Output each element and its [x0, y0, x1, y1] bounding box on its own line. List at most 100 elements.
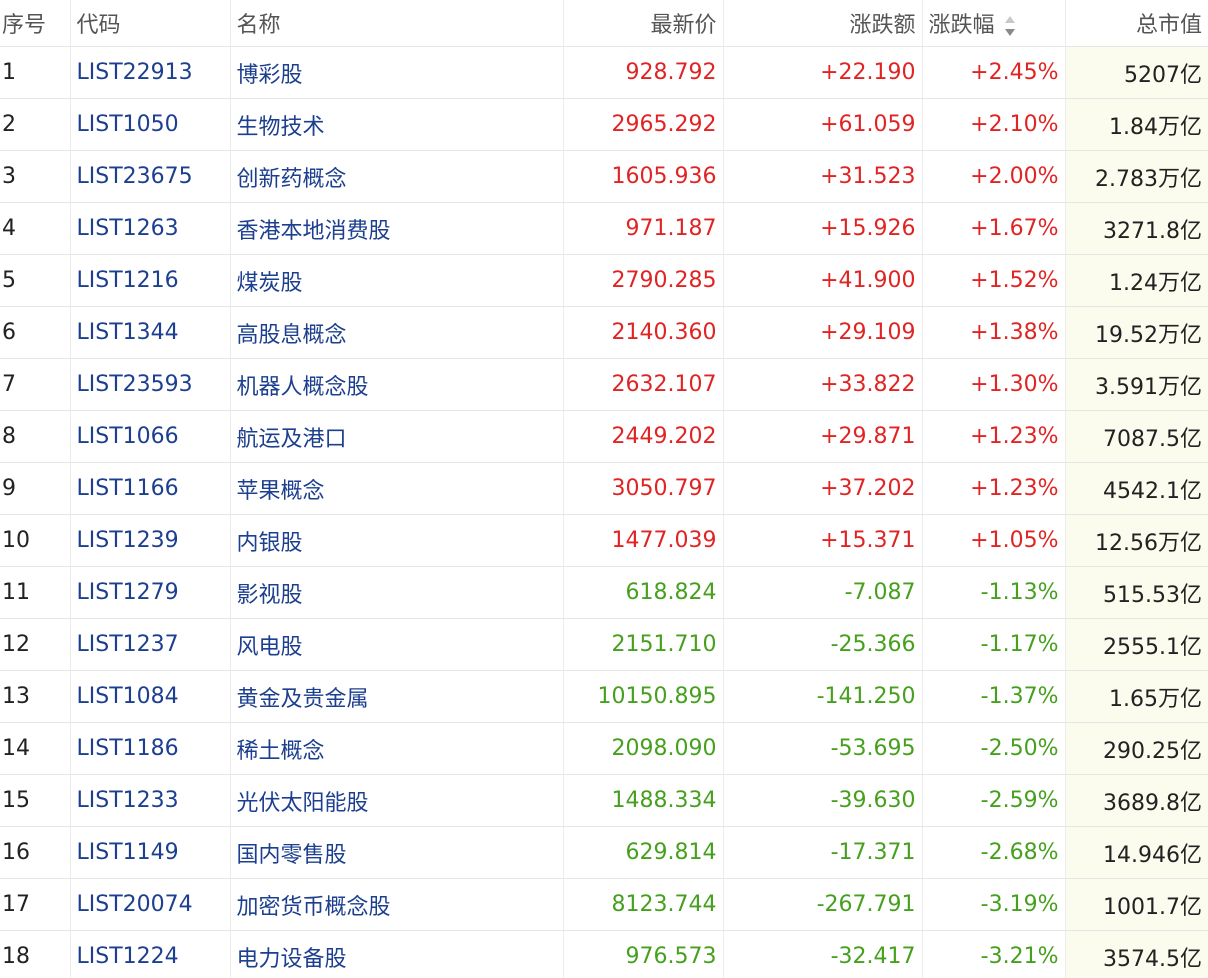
market-cap: 19.52万亿 — [1065, 306, 1208, 359]
table-row[interactable]: 8 LIST1066 航运及港口 2449.202 +29.871 +1.23% 7087.… — [0, 410, 1208, 463]
header-cell[interactable]: 涨跌额 — [723, 0, 923, 47]
name: 香港本地消费股 — [230, 202, 564, 255]
header-cell[interactable]: 总市值 — [1065, 0, 1208, 47]
code: LIST1344 — [70, 306, 231, 359]
table-row[interactable]: 9 LIST1166 苹果概念 3050.797 +37.202 +1.23% 4542.1… — [0, 462, 1208, 515]
code: LIST1263 — [70, 202, 231, 255]
header-text: 涨跌幅 — [928, 13, 995, 38]
row-index: 8 — [0, 410, 71, 463]
code: LIST1233 — [70, 774, 231, 827]
header-cell[interactable]: 涨跌幅 — [922, 0, 1066, 47]
table-row[interactable]: 11 LIST1279 影视股 618.824 -7.087 -1.13% 515.53亿 — [0, 566, 1208, 619]
market-cap: 1.65万亿 — [1065, 670, 1208, 723]
name: 电力设备股 — [230, 930, 564, 978]
code: LIST1216 — [70, 254, 231, 307]
row-index: 16 — [0, 826, 71, 879]
table-row[interactable]: 12 LIST1237 风电股 2151.710 -25.366 -1.17% 2555.1… — [0, 618, 1208, 671]
market-cap: 3574.5亿 — [1065, 930, 1208, 978]
table-row[interactable]: 18 LIST1224 电力设备股 976.573 -32.417 -3.21% 3574.… — [0, 930, 1208, 978]
table-row[interactable]: 13 LIST1084 黄金及贵金属 10150.895 -141.250 -1.37% 1… — [0, 670, 1208, 723]
table-row[interactable]: 15 LIST1233 光伏太阳能股 1488.334 -39.630 -2.59% 368… — [0, 774, 1208, 827]
market-cap: 12.56万亿 — [1065, 514, 1208, 567]
market-cap: 1001.7亿 — [1065, 878, 1208, 931]
code: LIST1239 — [70, 514, 231, 567]
name: 加密货币概念股 — [230, 878, 564, 931]
table-row[interactable]: 3 LIST23675 创新药概念 1605.936 +31.523 +2.00% 2.78… — [0, 150, 1208, 203]
change-percent: +1.52% — [922, 254, 1066, 307]
name: 博彩股 — [230, 46, 564, 99]
change-percent: +1.23% — [922, 410, 1066, 463]
market-cap: 1.24万亿 — [1065, 254, 1208, 307]
name: 光伏太阳能股 — [230, 774, 564, 827]
row-index: 14 — [0, 722, 71, 775]
change: +41.900 — [723, 254, 923, 307]
header-cell[interactable]: 名称 — [230, 0, 564, 47]
table-row[interactable]: 10 LIST1239 内银股 1477.039 +15.371 +1.05% 12.56万… — [0, 514, 1208, 567]
latest-price: 2449.202 — [563, 410, 724, 463]
change: -53.695 — [723, 722, 923, 775]
latest-price: 618.824 — [563, 566, 724, 619]
latest-price: 971.187 — [563, 202, 724, 255]
table-row[interactable]: 5 LIST1216 煤炭股 2790.285 +41.900 +1.52% 1.24万亿 — [0, 254, 1208, 307]
code: LIST22913 — [70, 46, 231, 99]
change: +22.190 — [723, 46, 923, 99]
latest-price: 2790.285 — [563, 254, 724, 307]
latest-price: 1477.039 — [563, 514, 724, 567]
change-percent: +1.30% — [922, 358, 1066, 411]
code: LIST23675 — [70, 150, 231, 203]
change-percent: -1.17% — [922, 618, 1066, 671]
header-cell[interactable]: 序号 — [0, 0, 71, 47]
table-row[interactable]: 14 LIST1186 稀土概念 2098.090 -53.695 -2.50% 290.2… — [0, 722, 1208, 775]
change: +37.202 — [723, 462, 923, 515]
row-index: 6 — [0, 306, 71, 359]
header-cell[interactable]: 最新价 — [563, 0, 724, 47]
code: LIST1149 — [70, 826, 231, 879]
change-percent: +1.38% — [922, 306, 1066, 359]
table-row[interactable]: 16 LIST1149 国内零售股 629.814 -17.371 -2.68% 14.94… — [0, 826, 1208, 879]
name: 黄金及贵金属 — [230, 670, 564, 723]
name: 生物技术 — [230, 98, 564, 151]
latest-price: 1605.936 — [563, 150, 724, 203]
market-cap: 2.783万亿 — [1065, 150, 1208, 203]
change-percent: +2.10% — [922, 98, 1066, 151]
row-index: 3 — [0, 150, 71, 203]
change: +61.059 — [723, 98, 923, 151]
table-body: 1 LIST22913 博彩股 928.792 +22.190 +2.45% 5207亿 2 L… — [0, 46, 1208, 978]
name: 创新药概念 — [230, 150, 564, 203]
market-cap: 14.946亿 — [1065, 826, 1208, 879]
market-cap: 4542.1亿 — [1065, 462, 1208, 515]
table-row[interactable]: 7 LIST23593 机器人概念股 2632.107 +33.822 +1.30% 3.5… — [0, 358, 1208, 411]
name: 机器人概念股 — [230, 358, 564, 411]
latest-price: 2098.090 — [563, 722, 724, 775]
latest-price: 8123.744 — [563, 878, 724, 931]
table-row[interactable]: 6 LIST1344 高股息概念 2140.360 +29.109 +1.38% 19.52… — [0, 306, 1208, 359]
latest-price: 976.573 — [563, 930, 724, 978]
table-row[interactable]: 1 LIST22913 博彩股 928.792 +22.190 +2.45% 5207亿 — [0, 46, 1208, 99]
change-percent: -2.59% — [922, 774, 1066, 827]
name: 煤炭股 — [230, 254, 564, 307]
change: +15.926 — [723, 202, 923, 255]
code: LIST1224 — [70, 930, 231, 978]
latest-price: 928.792 — [563, 46, 724, 99]
sort-icon[interactable] — [1003, 13, 1017, 39]
change-percent: -1.37% — [922, 670, 1066, 723]
change: +31.523 — [723, 150, 923, 203]
code: LIST1186 — [70, 722, 231, 775]
change-percent: +1.67% — [922, 202, 1066, 255]
change: +15.371 — [723, 514, 923, 567]
latest-price: 1488.334 — [563, 774, 724, 827]
name: 苹果概念 — [230, 462, 564, 515]
table-row[interactable]: 4 LIST1263 香港本地消费股 971.187 +15.926 +1.67% 3271… — [0, 202, 1208, 255]
name: 航运及港口 — [230, 410, 564, 463]
header-cell[interactable]: 代码 — [70, 0, 231, 47]
table-row[interactable]: 17 LIST20074 加密货币概念股 8123.744 -267.791 -3.19%… — [0, 878, 1208, 931]
row-index: 4 — [0, 202, 71, 255]
code: LIST1237 — [70, 618, 231, 671]
name: 高股息概念 — [230, 306, 564, 359]
row-index: 15 — [0, 774, 71, 827]
code: LIST1066 — [70, 410, 231, 463]
change-percent: -3.19% — [922, 878, 1066, 931]
table-row[interactable]: 2 LIST1050 生物技术 2965.292 +61.059 +2.10% 1.84万亿 — [0, 98, 1208, 151]
change-percent: +2.00% — [922, 150, 1066, 203]
row-index: 17 — [0, 878, 71, 931]
